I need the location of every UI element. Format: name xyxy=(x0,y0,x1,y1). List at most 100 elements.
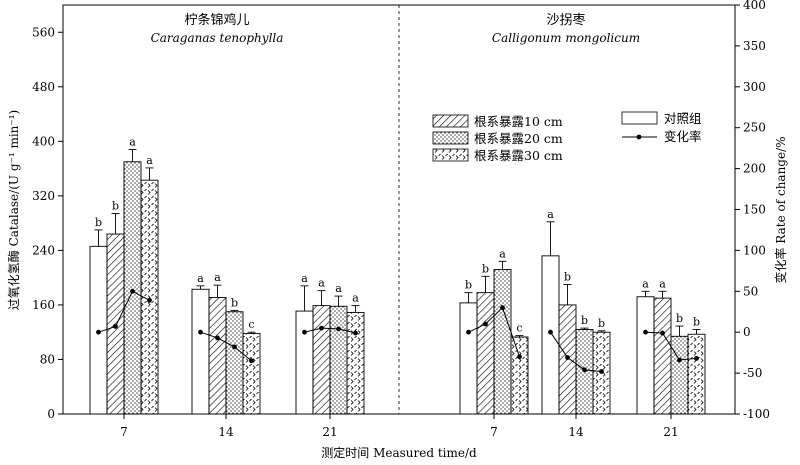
rate-line xyxy=(645,331,697,361)
rate-point xyxy=(96,329,101,335)
y-left-tick-label: 320 xyxy=(32,189,55,203)
bar-d20 xyxy=(493,269,512,415)
panel-1-title-zh: 柠条锦鸡儿 xyxy=(184,12,249,28)
panel-2-title-zh: 沙拐枣 xyxy=(546,13,585,28)
significance-label: a xyxy=(659,277,666,290)
rate-point xyxy=(130,288,135,294)
significance-label: a xyxy=(547,208,554,221)
significance-label: b xyxy=(676,312,683,325)
legend-label-d10: 根系暴露10 cm xyxy=(474,114,563,129)
y-left-tick-label: 0 xyxy=(47,407,55,421)
y-left-title: 过氧化氢酶 Catalase/(U g⁻¹ min⁻¹) xyxy=(6,110,21,310)
y-left-tick-label: 80 xyxy=(40,352,55,366)
legend-swatch-rate-dot xyxy=(636,134,642,140)
bar-ck xyxy=(459,302,478,415)
bar-d10 xyxy=(208,296,227,415)
legend-item-d20: 根系暴露20 cm xyxy=(432,131,563,146)
legend-label-rate: 变化率 xyxy=(664,129,702,144)
legend-label-d20: 根系暴露20 cm xyxy=(474,131,563,146)
legend-item-rate: 变化率 xyxy=(622,129,702,144)
rate-point xyxy=(147,297,152,303)
rate-point xyxy=(483,321,488,327)
legend-item-ck: 对照组 xyxy=(621,111,702,126)
rate-point xyxy=(353,330,358,336)
left-y-axis: 0 80 160 240 320 400 480 560 xyxy=(32,25,63,421)
y-right-tick-label: -50 xyxy=(743,366,762,380)
legend-swatch-d20 xyxy=(432,131,469,145)
y-left-tick-label: 240 xyxy=(32,243,55,257)
rate-point xyxy=(599,369,604,374)
significance-label: a xyxy=(318,277,325,290)
bar-d30 xyxy=(242,333,261,415)
rate-line xyxy=(200,331,252,362)
rate-point xyxy=(302,329,307,335)
significance-label: b xyxy=(112,200,119,213)
y-left-tick-label: 160 xyxy=(32,298,55,312)
y-left-tick-label: 560 xyxy=(32,25,55,39)
right-y-axis: -100 -50 0 50 100 150 200 250 300 350 400 xyxy=(735,0,770,421)
panel-2-title-en: Calligonum mongolicum xyxy=(492,31,640,45)
x-tick-label: 21 xyxy=(663,425,678,439)
rate-line xyxy=(304,327,356,334)
significance-label: a xyxy=(129,136,136,149)
rate-point xyxy=(660,330,665,336)
rate-point xyxy=(677,357,682,363)
significance-label: a xyxy=(352,292,359,305)
bar-d20 xyxy=(670,335,689,415)
y-right-tick-label: 100 xyxy=(743,243,766,257)
y-right-tick-label: 50 xyxy=(743,284,758,298)
bar-d30 xyxy=(687,333,706,415)
bar-d20 xyxy=(329,305,348,415)
significance-label: c xyxy=(248,318,254,331)
significance-label: b xyxy=(581,314,588,327)
rate-point xyxy=(694,355,699,361)
y-left-tick-label: 400 xyxy=(32,134,55,148)
bar-d20 xyxy=(123,161,142,415)
rate-line xyxy=(468,306,520,357)
rate-line xyxy=(98,290,150,333)
y-right-tick-label: 200 xyxy=(743,162,766,176)
significance-label: b xyxy=(465,279,472,292)
x-tick-label: 14 xyxy=(568,425,584,439)
legend-label-ck: 对照组 xyxy=(664,111,702,126)
significance-label: a xyxy=(499,247,506,260)
significance-label: a xyxy=(642,277,649,290)
y-left-tick-label: 480 xyxy=(32,80,55,94)
rate-point xyxy=(215,335,220,341)
bar-ck xyxy=(636,296,655,415)
rate-point xyxy=(548,329,553,335)
panel-1-title-en: Caraganas tenophylla xyxy=(151,31,284,45)
legend-label-d30: 根系暴露30 cm xyxy=(474,148,563,163)
rate-point xyxy=(466,329,471,335)
significance-label: b xyxy=(231,296,238,309)
rate-point xyxy=(113,324,118,329)
bar-ck xyxy=(191,288,210,415)
significance-label: b xyxy=(482,262,489,275)
rate-point xyxy=(643,329,648,335)
x-tick-label: 14 xyxy=(218,425,234,439)
y-right-title: 变化率 Rate of change/% xyxy=(773,136,788,283)
legend-swatch-d30 xyxy=(432,148,469,162)
significance-label: c xyxy=(516,322,522,335)
bar-d10 xyxy=(312,305,331,415)
significance-label: a xyxy=(301,272,308,285)
legend-swatch-ck xyxy=(621,111,658,125)
significance-label: a xyxy=(197,272,204,285)
rate-point xyxy=(336,326,341,332)
x-tick-label: 21 xyxy=(322,425,337,439)
bar-ck xyxy=(541,255,560,415)
rate-point xyxy=(249,358,254,364)
y-right-tick-label: 300 xyxy=(743,80,766,94)
x-axis-title: 测定时间 Measured time/d xyxy=(321,445,477,460)
legend: 根系暴露10 cm 根系暴露20 cm 根系暴露30 cm 对照组 变化率 xyxy=(432,111,702,163)
y-right-tick-label: 150 xyxy=(743,203,766,217)
significance-label: b xyxy=(693,315,700,328)
rate-point xyxy=(565,355,570,360)
legend-swatch-d10 xyxy=(432,114,469,128)
significance-label: a xyxy=(214,271,221,284)
rate-lines xyxy=(96,288,699,374)
legend-item-d30: 根系暴露30 cm xyxy=(432,148,563,163)
rate-point xyxy=(198,329,203,335)
